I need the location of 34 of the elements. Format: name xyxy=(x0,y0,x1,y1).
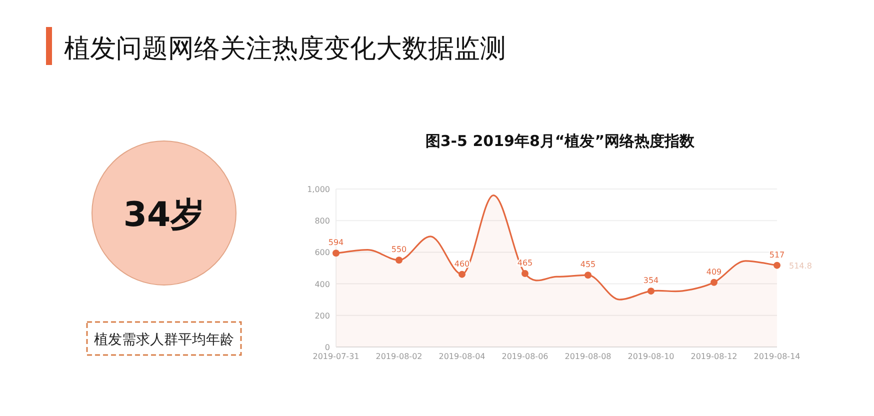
text: 34岁 xyxy=(123,195,205,235)
point xyxy=(648,288,654,295)
text: 植发问题网络关注热度变化大数据监测 xyxy=(64,34,506,64)
point xyxy=(584,272,592,279)
y-tick-label: 200 xyxy=(314,311,330,320)
x-tick-label: 2019-08-06 xyxy=(502,352,548,361)
y-tick-label: 800 xyxy=(314,216,330,226)
point xyxy=(710,278,718,286)
point xyxy=(774,262,780,269)
data-label: 550 xyxy=(391,245,407,254)
text: 植发需求人群平均年龄 xyxy=(94,332,234,348)
point xyxy=(458,270,466,278)
annotation: 514.8 xyxy=(789,262,812,271)
data-label: 594 xyxy=(328,238,344,248)
data-label: 455 xyxy=(580,260,596,270)
chart-title: 图3-5 2019年8月“植发”网络热度指数 xyxy=(425,132,696,150)
data-label: 409 xyxy=(706,267,722,276)
x-tick-label: 2019-08-10 xyxy=(628,352,674,361)
x-tick-label: 2019-08-14 xyxy=(754,352,800,361)
data-label: 517 xyxy=(769,250,785,260)
point xyxy=(522,270,528,278)
point xyxy=(332,250,340,257)
x-tick-label: 2019-08-08 xyxy=(564,352,612,361)
y-tick-label: 0 xyxy=(324,343,330,352)
data-label: 354 xyxy=(643,276,659,286)
y-tick-label: 600 xyxy=(314,248,330,258)
x-tick-label: 2019-08-02 xyxy=(376,352,422,361)
y-tick-label: 1,000 xyxy=(307,185,330,194)
x-tick-label: 2019-07-31 xyxy=(312,352,360,361)
x-tick-label: 2019-08-12 xyxy=(690,352,738,361)
data-label: 460 xyxy=(454,259,470,268)
point xyxy=(396,256,402,264)
y-tick-label: 400 xyxy=(314,280,330,289)
x-tick-label: 2019-08-04 xyxy=(438,352,486,361)
